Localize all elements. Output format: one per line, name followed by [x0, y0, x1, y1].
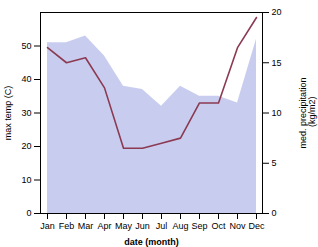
svg-text:20: 20 — [21, 141, 31, 151]
svg-text:Apr: Apr — [97, 221, 111, 231]
svg-text:Jan: Jan — [40, 221, 55, 231]
svg-text:Mar: Mar — [78, 221, 94, 231]
svg-text:Aug: Aug — [172, 221, 188, 231]
svg-text:40: 40 — [21, 74, 31, 84]
svg-text:20: 20 — [272, 7, 282, 17]
svg-text:Sep: Sep — [191, 221, 207, 231]
svg-text:10: 10 — [21, 175, 31, 185]
svg-text:Jul: Jul — [156, 221, 168, 231]
svg-text:50: 50 — [21, 41, 31, 51]
svg-text:0: 0 — [26, 208, 31, 218]
svg-text:max temp (C): max temp (C) — [3, 86, 13, 141]
svg-text:Oct: Oct — [211, 221, 226, 231]
svg-text:15: 15 — [272, 58, 282, 68]
svg-text:5: 5 — [272, 158, 277, 168]
svg-text:10: 10 — [272, 108, 282, 118]
svg-text:0: 0 — [272, 208, 277, 218]
svg-text:May: May — [115, 221, 133, 231]
svg-text:Dec: Dec — [248, 221, 265, 231]
svg-text:Jun: Jun — [135, 221, 150, 231]
svg-text:30: 30 — [21, 108, 31, 118]
svg-text:Feb: Feb — [59, 221, 75, 231]
svg-text:Nov: Nov — [229, 221, 246, 231]
svg-text:med. precipitation (kg/m2): med. precipitation (kg/m2) — [298, 77, 317, 148]
svg-text:date (month): date (month) — [124, 237, 179, 247]
